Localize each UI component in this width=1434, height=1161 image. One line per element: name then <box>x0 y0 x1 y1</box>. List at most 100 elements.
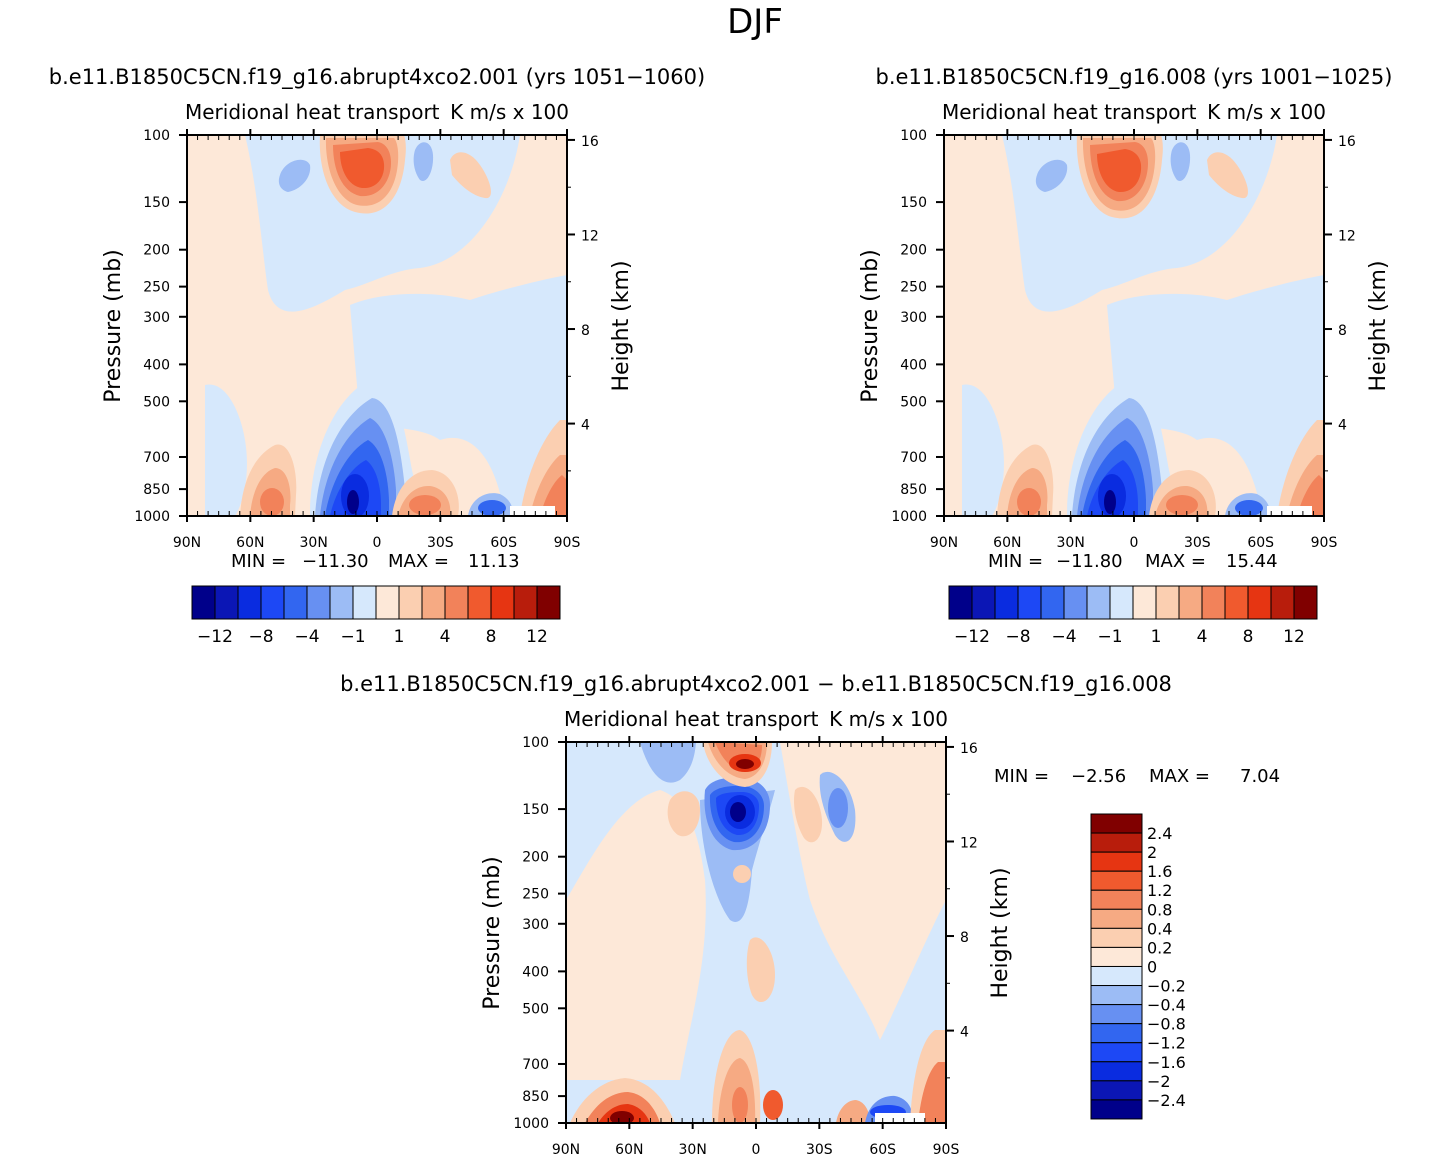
colorbar-label: 0.2 <box>1147 938 1172 957</box>
panel-c-ylabel: Pressure (mb) <box>480 856 505 1010</box>
colorbar-label: −8 <box>248 627 273 647</box>
colorbar-label: 1.2 <box>1147 881 1172 900</box>
panel-a-pos-jet-core <box>340 148 385 189</box>
panel-a-pos-sh-upper <box>450 152 492 199</box>
x-tick-label: 0 <box>373 535 382 551</box>
panel-c-pos-60n-core <box>610 1111 634 1123</box>
colorbar-swatch <box>1086 585 1111 620</box>
panel-b-neg-eq-core <box>1104 490 1116 514</box>
y-tick-label: 850 <box>143 482 170 498</box>
y-tick-label: 200 <box>522 850 549 866</box>
colorbar-swatch <box>1109 585 1134 620</box>
colorbar-swatch <box>1090 851 1143 872</box>
x-tick-label: 60N <box>993 535 1021 551</box>
x-tick-label: 60N <box>236 535 264 551</box>
panel-a-missing-data <box>510 506 555 516</box>
panel-c-pos-eq-low-2-core <box>763 1090 783 1120</box>
colorbar-label: −4 <box>294 627 319 647</box>
panel-b-case-title: b.e11.B1850C5CN.f19_g16.008 (yrs 1001−10… <box>876 65 1393 90</box>
panel-b-missing-data <box>1267 506 1312 516</box>
y-tick-label: 700 <box>900 450 927 466</box>
y-tick-label: 250 <box>522 887 549 903</box>
panel-b-contour-field <box>944 135 1324 516</box>
x-tick-label: 60S <box>1247 535 1274 551</box>
colorbar-swatch <box>1090 1080 1143 1101</box>
panel-a-neg-mid <box>350 275 567 516</box>
colorbar-label: −2 <box>1147 1072 1171 1091</box>
colorbar-label: 4 <box>1197 627 1208 647</box>
colorbar-swatch <box>1155 585 1180 620</box>
colorbar-label: −12 <box>197 627 233 647</box>
colorbar-label: −12 <box>954 627 990 647</box>
panel-c-pos-mid <box>746 937 775 1003</box>
y-right-tick-label: 8 <box>1338 323 1347 339</box>
panel-a-contour-field <box>187 135 567 516</box>
y-tick-label: 500 <box>900 394 927 410</box>
y-tick-label: 300 <box>143 310 170 326</box>
panel-a-units: K m/s x 100 <box>450 100 569 124</box>
x-tick-label: 60N <box>615 1142 643 1158</box>
colorbar-swatch <box>1090 889 1143 910</box>
y-tick-label: 1000 <box>134 509 170 525</box>
panel-b-title: Meridional heat transport <box>942 100 1197 124</box>
colorbar-swatch <box>490 585 515 620</box>
panel-b-ylabel: Pressure (mb) <box>858 249 883 403</box>
x-tick-label: 60S <box>490 535 517 551</box>
x-tick-label: 90S <box>933 1142 960 1158</box>
y-tick-label: 400 <box>143 357 170 373</box>
panel-b-pos-sh-upper <box>1207 152 1249 199</box>
figure-title: DJF <box>727 2 783 42</box>
panel-a-neg-nh-upper <box>278 159 311 192</box>
panel-b-max-label: MAX = <box>1145 551 1206 572</box>
y-tick-label: 700 <box>522 1057 549 1073</box>
colorbar-label: −4 <box>1051 627 1076 647</box>
colorbar-swatch <box>994 585 1019 620</box>
colorbar-swatch <box>1090 1042 1143 1063</box>
panel-a-pos-nh-low-core <box>260 488 284 516</box>
panel-b-neg-upper <box>1002 135 1277 312</box>
panel-b-min-value: −11.80 <box>1056 551 1123 572</box>
colorbar-label: 8 <box>486 627 497 647</box>
panel-a-ylabel-right: Height (km) <box>609 260 634 391</box>
colorbar-label: 8 <box>1243 627 1254 647</box>
colorbar-swatch <box>1293 585 1318 620</box>
colorbar-swatch <box>513 585 538 620</box>
panel-c-units: K m/s x 100 <box>829 707 948 731</box>
panel-a-neg-sh-upper <box>413 142 434 181</box>
colorbar-swatch <box>1040 585 1065 620</box>
colorbar-swatch <box>352 585 377 620</box>
colorbar-swatch <box>1090 946 1143 967</box>
y-right-tick-label: 16 <box>581 134 599 150</box>
panel-b-neg-nh-upper <box>1035 159 1068 192</box>
colorbar-label: 12 <box>1283 627 1305 647</box>
panel-abrupt4xco2: b.e11.B1850C5CN.f19_g16.abrupt4xco2.001 … <box>49 65 705 647</box>
x-tick-label: 30N <box>679 1142 707 1158</box>
panel-c-missing-data <box>875 1113 925 1123</box>
colorbar-swatch <box>1090 1099 1143 1120</box>
colorbar-label: −1.6 <box>1147 1053 1186 1072</box>
y-tick-label: 250 <box>900 280 927 296</box>
y-right-tick-label: 4 <box>581 418 590 434</box>
panel-b-colorbar: −12 −8 −4 −1 1 4 8 12 <box>948 585 1318 647</box>
panel-a-pos-sh-low-core <box>409 495 441 515</box>
panel-b-neg-mid <box>1107 275 1324 516</box>
panel-a-neg-eq-core <box>347 490 359 514</box>
panel-a-min-value: −11.30 <box>302 551 369 572</box>
x-tick-label: 30N <box>300 535 328 551</box>
panel-c-pos-nh-upper <box>667 791 700 837</box>
y-tick-label: 100 <box>143 128 170 144</box>
colorbar-swatch <box>1201 585 1226 620</box>
colorbar-swatch <box>421 585 446 620</box>
panel-c-neg-sh-upper-core <box>828 788 848 828</box>
y-tick-label: 850 <box>522 1089 549 1105</box>
panel-c-max-value: 7.04 <box>1240 766 1280 787</box>
y-right-tick-label: 4 <box>1338 418 1347 434</box>
colorbar-swatch <box>1090 1004 1143 1025</box>
y-tick-label: 150 <box>522 802 549 818</box>
y-tick-label: 1000 <box>891 509 927 525</box>
panel-c-neg-eq-core <box>730 802 746 822</box>
panel-a-neg-left <box>205 384 247 516</box>
panel-a-pos-polar-core <box>540 475 567 516</box>
colorbar-swatch <box>467 585 492 620</box>
panel-b-neg-left <box>962 384 1004 516</box>
